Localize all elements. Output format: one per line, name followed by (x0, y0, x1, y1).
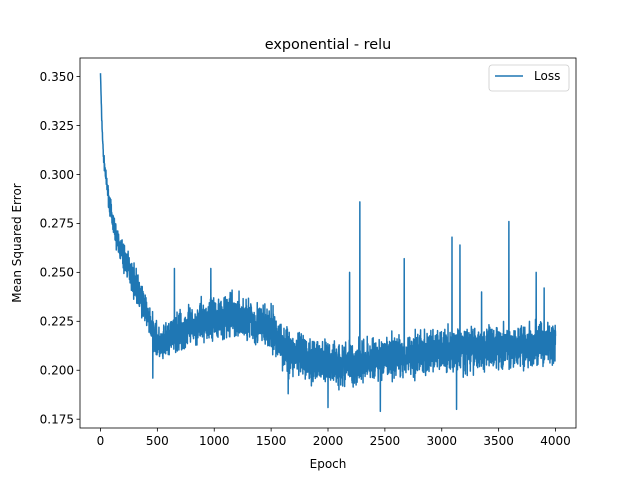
series-layer (99, 73, 557, 413)
legend-box (488, 64, 570, 92)
x-tick-label: 2000 (313, 434, 344, 448)
y-tick-label: 0.200 (40, 364, 74, 378)
x-tick-label: 2500 (370, 434, 401, 448)
chart-title: exponential - relu (265, 37, 392, 53)
y-axis-label: Mean Squared Error (10, 183, 24, 303)
x-tick-label: 1500 (256, 434, 287, 448)
x-tick-label: 1000 (199, 434, 230, 448)
x-tick-label: 4000 (540, 434, 571, 448)
y-axis: 0.175 0.200 0.225 0.250 0.275 0.300 0.325 0.350 (40, 70, 80, 426)
x-tick-label: 500 (146, 434, 169, 448)
y-tick-label: 0.275 (40, 217, 74, 231)
x-tick-label: 3500 (483, 434, 514, 448)
y-tick-label: 0.300 (40, 168, 74, 182)
x-axis: 0 500 1000 1500 2000 2500 3000 3500 4000 (97, 428, 571, 448)
y-tick-label: 0.350 (40, 70, 74, 84)
y-tick-label: 0.325 (40, 119, 74, 133)
legend: Loss (488, 64, 570, 92)
series-line-loss (99, 73, 557, 413)
y-tick-label: 0.175 (40, 412, 74, 426)
legend-label-loss: Loss (534, 69, 560, 83)
x-tick-label: 3000 (426, 434, 457, 448)
x-axis-label: Epoch (310, 457, 347, 471)
x-tick-label: 0 (97, 434, 105, 448)
y-tick-label: 0.225 (40, 315, 74, 329)
y-tick-label: 0.250 (40, 266, 74, 280)
